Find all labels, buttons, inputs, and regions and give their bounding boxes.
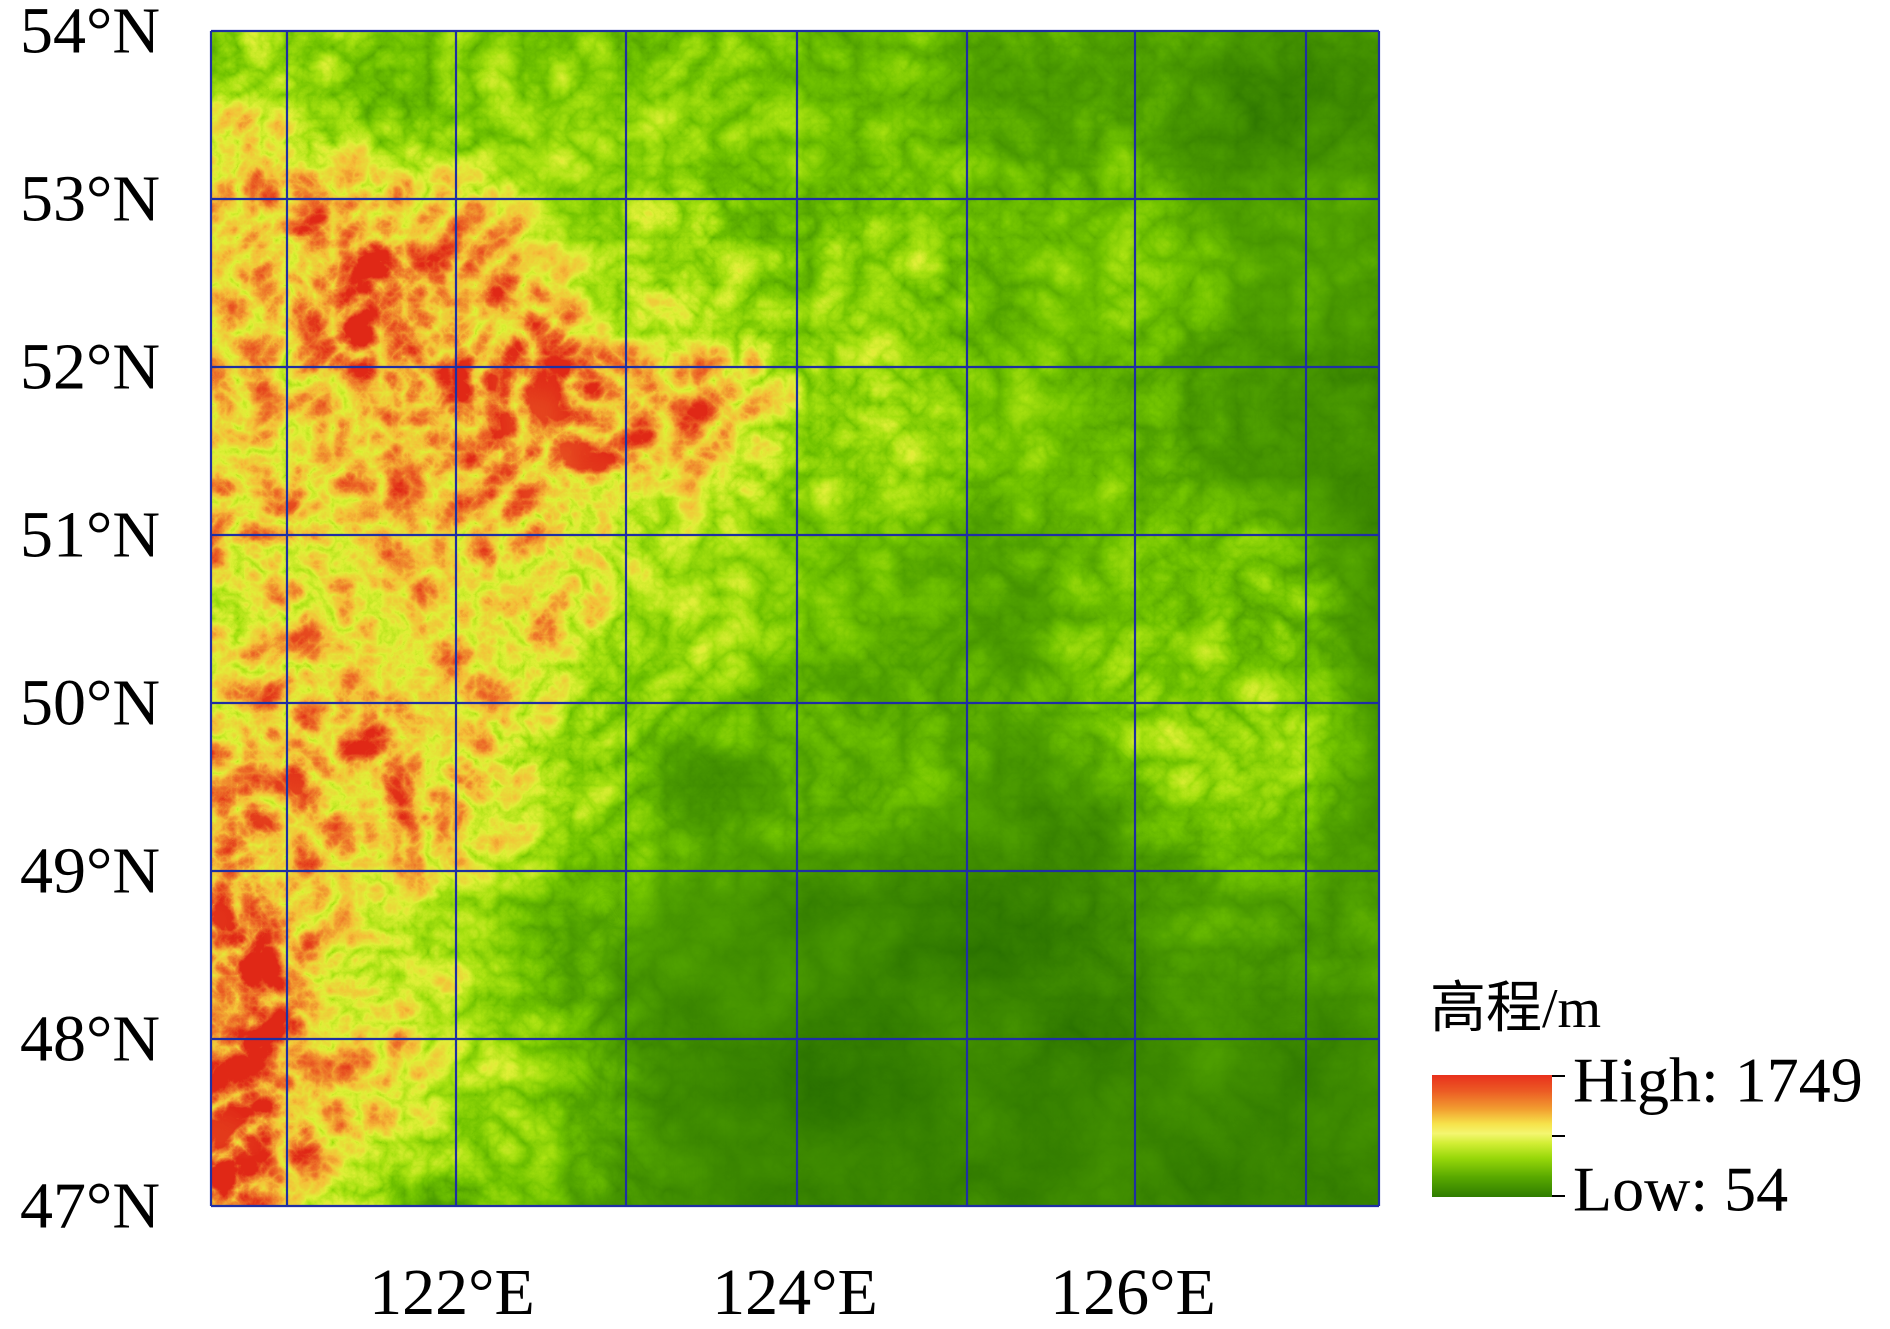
latitude-labels: 54°N 53°N 52°N 51°N 50°N 49°N 48°N 47°N [20, 0, 160, 1243]
lat-label: 47°N [20, 1170, 160, 1243]
longitude-labels: 122°E 124°E 126°E [369, 1256, 1216, 1329]
lon-label: 124°E [712, 1256, 878, 1329]
legend-title: 高程/m [1430, 978, 1601, 1040]
legend-high-label: High: 1749 [1573, 1045, 1863, 1116]
lon-label: 122°E [369, 1256, 535, 1329]
lat-label: 54°N [20, 0, 160, 68]
lat-label: 52°N [20, 331, 160, 404]
elevation-raster [211, 31, 1379, 1206]
graticule [209, 29, 1381, 1208]
lat-label: 49°N [20, 835, 160, 908]
legend-color-bar [1432, 1075, 1552, 1197]
legend: 高程/m High: 1749 Low: 54 [1430, 978, 1863, 1225]
lon-label: 126°E [1050, 1256, 1216, 1329]
lat-label: 51°N [20, 499, 160, 572]
lat-label: 48°N [20, 1003, 160, 1076]
legend-low-label: Low: 54 [1573, 1154, 1788, 1225]
lat-label: 50°N [20, 667, 160, 740]
lat-label: 53°N [20, 163, 160, 236]
